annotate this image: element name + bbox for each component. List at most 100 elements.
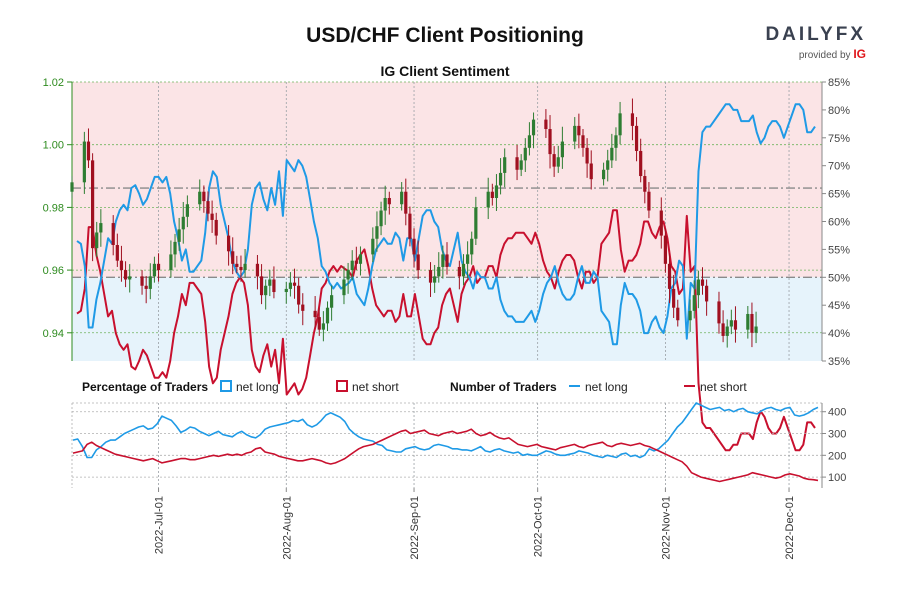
candle-body	[169, 254, 173, 271]
candle-body	[663, 235, 668, 264]
candle-body	[387, 197, 391, 205]
count-tick-label: 100	[828, 472, 846, 484]
candle-body	[325, 307, 330, 324]
candle-body	[688, 310, 692, 321]
candle-body	[321, 323, 325, 330]
candle-body	[350, 260, 354, 271]
candle-body	[503, 157, 507, 173]
candle-body	[371, 238, 375, 255]
candle-body	[672, 288, 676, 308]
candle-body	[301, 304, 305, 311]
candle-body	[99, 223, 103, 233]
candle-body	[441, 254, 445, 267]
candle-body	[226, 235, 231, 252]
brand-sub-text: provided by	[798, 50, 851, 61]
price-tick-label: 0.94	[43, 328, 64, 340]
candle-body	[643, 176, 647, 192]
candle-body	[601, 169, 606, 180]
candle-body	[95, 232, 99, 249]
candle-body	[577, 125, 581, 136]
candle-body	[202, 191, 206, 202]
candle-body	[144, 285, 148, 289]
date-tick-label: 2022-Sep-01	[409, 496, 421, 560]
candle-body	[705, 285, 709, 302]
candle-body	[214, 219, 218, 236]
candle-body	[461, 263, 466, 277]
candle-body	[115, 245, 119, 261]
candle-body	[696, 279, 700, 296]
percent-tick-label: 35%	[828, 356, 850, 368]
percent-tick-label: 70%	[828, 161, 850, 173]
count-tick-label: 400	[828, 407, 846, 419]
count-tick-label: 200	[828, 450, 846, 462]
candle-body	[255, 263, 260, 277]
candle-body	[408, 213, 412, 239]
candle-body	[523, 147, 527, 161]
candle-body	[457, 266, 461, 277]
candle-body	[692, 295, 696, 311]
candle-body	[400, 191, 404, 205]
chart-subtitle: IG Client Sentiment	[380, 63, 510, 79]
candle-body	[581, 135, 585, 148]
date-tick-label: 2022-Aug-01	[281, 496, 293, 560]
candle-body	[614, 135, 618, 148]
legend-pct-long-swatch	[220, 380, 232, 392]
candle-body	[531, 119, 536, 136]
candle-body	[297, 285, 301, 305]
candle-body	[358, 254, 363, 264]
date-tick-label: 2022-Oct-01	[533, 496, 545, 557]
candle-body	[198, 191, 202, 205]
candle-body	[618, 113, 622, 136]
candle-body	[466, 254, 470, 264]
brand-sub: provided by IG	[765, 47, 866, 61]
candle-body	[264, 285, 268, 296]
legend-num-short-label: net short	[700, 380, 747, 394]
candle-body	[181, 216, 185, 230]
net-short-percent-line	[76, 209, 816, 452]
candle-body	[589, 163, 593, 180]
candle-body	[206, 201, 210, 214]
price-tick-label: 0.98	[43, 202, 64, 214]
candle-body	[268, 279, 272, 286]
net-long-count-line	[72, 402, 819, 459]
candle-body	[239, 266, 243, 271]
legend-pct-long-label: net long	[236, 380, 279, 394]
candle-body	[667, 263, 672, 289]
date-tick-label: 2022-Dec-01	[784, 496, 796, 560]
percent-tick-label: 65%	[828, 189, 850, 201]
candle-body	[156, 263, 161, 271]
candle-body	[630, 113, 635, 126]
candle-body	[552, 154, 556, 167]
candle-body	[490, 191, 494, 198]
candle-body	[288, 282, 293, 289]
candle-body	[470, 238, 474, 255]
candle-body	[606, 160, 610, 170]
candle-body	[437, 266, 441, 277]
candle-body	[152, 263, 157, 277]
candle-body	[231, 251, 235, 264]
candle-body	[342, 279, 346, 296]
candle-body	[634, 125, 639, 151]
candle-body	[725, 326, 729, 336]
percent-tick-label: 40%	[828, 328, 850, 340]
candle-body	[404, 191, 408, 214]
legend-pct-short-label: net short	[352, 380, 399, 394]
candle-body	[746, 313, 750, 330]
date-tick-label: 2022-Jul-01	[154, 496, 166, 554]
candle-body	[173, 241, 177, 255]
candle-body	[272, 279, 276, 293]
candle-body	[317, 317, 321, 330]
price-tick-label: 0.96	[43, 265, 64, 277]
candle-body	[573, 125, 577, 142]
candle-body	[313, 310, 317, 318]
candle-body	[750, 313, 754, 333]
candle-body	[416, 254, 420, 271]
date-tick-label: 2022-Nov-01	[660, 496, 672, 560]
candle-body	[284, 288, 288, 293]
percent-tick-label: 50%	[828, 272, 850, 284]
legend-num-long-label: net long	[585, 380, 628, 394]
candle-body	[560, 141, 564, 158]
long-zone-background	[72, 277, 822, 361]
candle-body	[375, 226, 379, 239]
net-short-count-line	[72, 428, 819, 483]
